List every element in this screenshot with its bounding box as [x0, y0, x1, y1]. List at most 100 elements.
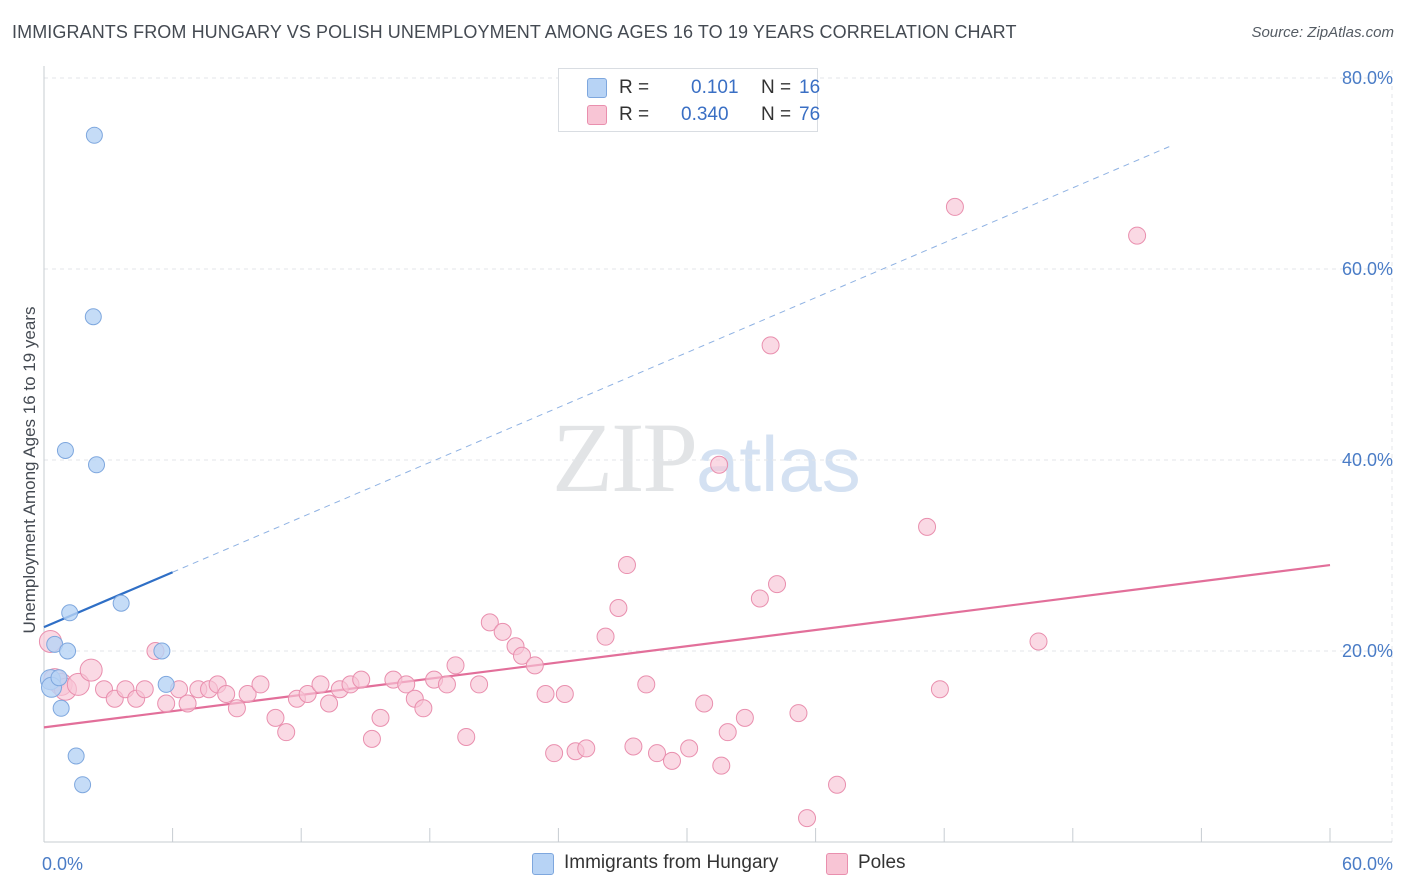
data-point-poles — [135, 680, 154, 699]
data-point-poles — [1128, 226, 1147, 245]
axes — [43, 66, 1392, 843]
data-point-poles — [320, 694, 339, 713]
data-point-poles — [536, 684, 555, 703]
data-points — [38, 126, 1147, 828]
data-point-poles — [79, 658, 103, 682]
trend-line-poles — [43, 563, 1331, 729]
legend-n-label: N = — [761, 104, 792, 125]
legend-r-value: 0.340 — [681, 104, 729, 125]
data-point-poles — [545, 744, 564, 763]
data-point-poles — [298, 684, 317, 703]
data-point-poles — [371, 708, 390, 727]
data-point-hungary — [50, 669, 68, 687]
data-point-poles — [647, 744, 666, 763]
legend-r-value: 0.101 — [691, 77, 739, 98]
data-point-hungary — [88, 456, 106, 474]
data-point-poles — [251, 675, 270, 694]
data-point-hungary — [59, 642, 77, 660]
data-point-hungary — [84, 308, 102, 326]
data-point-poles — [178, 694, 197, 713]
bottom-legend-label-poles: Poles — [858, 852, 906, 873]
correlation-legend: R = 0.101 N = 16 R = 0.340 N = 76 — [558, 68, 821, 132]
data-point-poles — [362, 729, 381, 748]
data-point-hungary — [85, 126, 103, 144]
data-point-poles — [397, 675, 416, 694]
tick-labels: 20.0% 40.0% 60.0% 80.0% 0.0% 60.0% Unemploymen… — [20, 68, 1393, 874]
trend-line-hungary — [43, 571, 174, 629]
data-point-poles — [555, 684, 574, 703]
data-point-poles — [470, 675, 489, 694]
data-point-poles — [609, 599, 628, 618]
y-tick-label: 60.0% — [1342, 259, 1393, 279]
bottom-legend-label-hungary: Immigrants from Hungary — [564, 852, 779, 873]
data-point-poles — [945, 197, 964, 216]
data-point-poles — [480, 613, 499, 632]
data-point-poles — [157, 694, 176, 713]
legend-swatch-hungary — [587, 78, 607, 98]
data-point-poles — [624, 737, 643, 756]
data-point-poles — [680, 739, 699, 758]
data-point-poles — [761, 336, 780, 355]
y-tick-label: 20.0% — [1342, 641, 1393, 661]
legend-n-value: 76 — [799, 104, 821, 125]
data-point-poles — [512, 646, 531, 665]
x-tick-label: 0.0% — [42, 854, 83, 874]
data-point-poles — [930, 680, 949, 699]
data-point-poles — [918, 517, 937, 536]
x-tick-label: 60.0% — [1342, 854, 1393, 874]
chart-title: IMMIGRANTS FROM HUNGARY VS POLISH UNEMPL… — [12, 22, 1017, 42]
data-point-poles — [718, 723, 737, 742]
bottom-legend-swatch-hungary — [532, 853, 554, 875]
data-point-poles — [457, 727, 476, 746]
data-point-poles — [735, 708, 754, 727]
y-axis-label: Unemployment Among Ages 16 to 19 years — [20, 307, 39, 634]
data-point-poles — [662, 751, 681, 770]
data-point-poles — [311, 675, 330, 694]
data-point-poles — [710, 455, 729, 474]
legend-swatch-poles — [587, 105, 607, 125]
data-point-poles — [789, 704, 808, 723]
y-tick-label: 40.0% — [1342, 450, 1393, 470]
trend-line-hungary-extension — [172, 146, 1170, 573]
data-point-hungary — [157, 675, 175, 693]
data-point-hungary — [52, 699, 70, 717]
data-point-poles — [217, 684, 236, 703]
data-point-hungary — [61, 604, 79, 622]
data-point-hungary — [74, 776, 92, 794]
data-point-poles — [437, 675, 456, 694]
legend-n-label: N = — [761, 77, 792, 98]
bottom-legend-swatch-poles — [826, 853, 848, 875]
data-point-poles — [596, 627, 615, 646]
data-point-poles — [266, 708, 285, 727]
data-point-poles — [637, 675, 656, 694]
data-point-poles — [750, 589, 769, 608]
data-point-poles — [238, 684, 257, 703]
data-point-poles — [277, 723, 296, 742]
data-point-poles — [525, 656, 544, 675]
data-point-poles — [227, 699, 246, 718]
legend-r-label: R = — [619, 77, 650, 98]
data-point-poles — [414, 699, 433, 718]
data-point-poles — [446, 656, 465, 675]
data-point-hungary — [153, 642, 171, 660]
data-point-poles — [712, 756, 731, 775]
legend-n-value: 16 — [799, 77, 821, 98]
data-point-poles — [577, 739, 596, 758]
watermark: ZIPatlas — [552, 400, 861, 515]
y-tick-label: 80.0% — [1342, 68, 1393, 88]
data-point-poles — [493, 622, 512, 641]
watermark-zip: ZIP — [552, 402, 698, 513]
data-point-hungary — [56, 441, 74, 459]
data-point-poles — [352, 670, 371, 689]
data-point-poles — [768, 575, 787, 594]
data-point-poles — [1029, 632, 1048, 651]
data-point-poles — [798, 809, 817, 828]
data-point-poles — [695, 694, 714, 713]
data-point-poles — [828, 775, 847, 794]
data-point-hungary — [67, 747, 85, 765]
data-point-poles — [617, 556, 636, 575]
legend-r-label: R = — [619, 104, 650, 125]
source-attribution: Source: ZipAtlas.com — [1251, 24, 1394, 41]
data-point-hungary — [112, 594, 130, 612]
